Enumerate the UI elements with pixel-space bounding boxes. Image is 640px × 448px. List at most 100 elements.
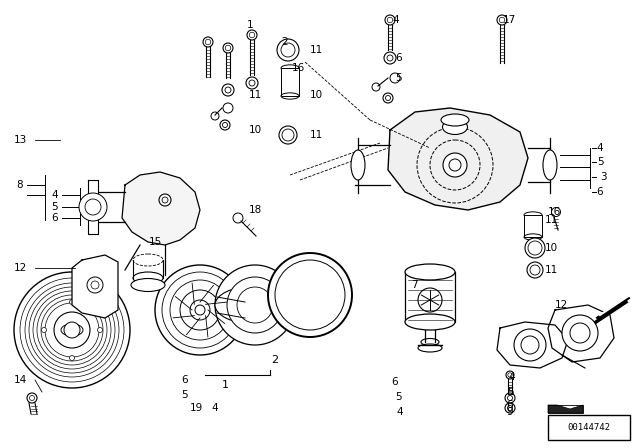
Text: 19: 19: [189, 403, 203, 413]
Circle shape: [247, 30, 257, 40]
Text: 2: 2: [282, 37, 288, 47]
Circle shape: [237, 287, 273, 323]
Circle shape: [205, 39, 211, 45]
Circle shape: [281, 43, 295, 57]
Polygon shape: [548, 405, 583, 413]
Text: 11: 11: [248, 90, 262, 100]
Text: 4: 4: [596, 143, 604, 153]
Circle shape: [222, 84, 234, 96]
Circle shape: [190, 300, 210, 320]
Text: 5: 5: [395, 73, 402, 83]
Ellipse shape: [543, 150, 557, 180]
Circle shape: [505, 393, 515, 403]
Text: 6: 6: [181, 375, 188, 385]
Circle shape: [220, 120, 230, 130]
Bar: [281, 68, 299, 96]
Text: 4: 4: [212, 403, 218, 413]
Circle shape: [505, 403, 515, 413]
Circle shape: [14, 272, 130, 388]
Text: 14: 14: [13, 375, 27, 385]
Text: 5: 5: [181, 390, 188, 400]
Ellipse shape: [421, 339, 439, 345]
Circle shape: [227, 277, 283, 333]
Circle shape: [159, 194, 171, 206]
Text: 13: 13: [13, 135, 27, 145]
Circle shape: [282, 129, 294, 141]
Circle shape: [211, 112, 219, 120]
Text: 6: 6: [395, 53, 402, 63]
Circle shape: [385, 15, 395, 25]
Polygon shape: [497, 322, 568, 368]
Circle shape: [54, 312, 90, 348]
Circle shape: [91, 281, 99, 289]
Text: 11: 11: [310, 45, 323, 55]
Circle shape: [387, 55, 393, 61]
Circle shape: [87, 277, 103, 293]
Circle shape: [443, 153, 467, 177]
Circle shape: [372, 83, 380, 91]
Circle shape: [249, 32, 255, 38]
Circle shape: [390, 73, 400, 83]
Text: 6: 6: [392, 377, 398, 387]
Ellipse shape: [215, 286, 295, 324]
Text: 1: 1: [246, 20, 253, 30]
Text: 3: 3: [600, 172, 607, 182]
Circle shape: [70, 356, 74, 361]
Circle shape: [528, 241, 542, 255]
Text: 11: 11: [310, 130, 323, 140]
Ellipse shape: [441, 114, 469, 126]
Text: 15: 15: [148, 237, 162, 247]
Circle shape: [79, 193, 107, 221]
Circle shape: [499, 17, 505, 23]
Polygon shape: [548, 305, 614, 362]
Text: 5: 5: [507, 387, 513, 397]
Circle shape: [180, 290, 220, 330]
Circle shape: [508, 373, 512, 377]
Circle shape: [268, 253, 352, 337]
Text: 12: 12: [13, 263, 27, 273]
Circle shape: [70, 300, 74, 305]
Bar: [524, 215, 542, 237]
Circle shape: [162, 197, 168, 203]
Polygon shape: [122, 172, 200, 245]
Text: 6: 6: [52, 213, 58, 223]
Circle shape: [195, 305, 205, 315]
Ellipse shape: [405, 264, 455, 280]
Text: 1: 1: [221, 380, 228, 390]
Text: 12: 12: [555, 300, 568, 310]
Circle shape: [384, 52, 396, 64]
Circle shape: [277, 39, 299, 61]
Circle shape: [508, 405, 513, 410]
Circle shape: [223, 103, 233, 113]
Circle shape: [225, 87, 231, 93]
Circle shape: [85, 199, 101, 215]
Circle shape: [275, 260, 345, 330]
Text: 10: 10: [545, 243, 558, 253]
Text: 8: 8: [17, 180, 23, 190]
Ellipse shape: [351, 150, 365, 180]
Circle shape: [508, 396, 513, 401]
Circle shape: [162, 272, 238, 348]
Circle shape: [155, 265, 245, 355]
Circle shape: [29, 396, 35, 401]
Bar: [548, 415, 630, 440]
Circle shape: [497, 15, 507, 25]
Circle shape: [225, 45, 231, 51]
Text: 4: 4: [509, 372, 515, 382]
Text: 6: 6: [507, 400, 513, 410]
Ellipse shape: [61, 324, 83, 336]
Circle shape: [449, 159, 461, 171]
Circle shape: [170, 280, 230, 340]
Circle shape: [552, 207, 561, 216]
Text: 11: 11: [545, 215, 558, 225]
Circle shape: [223, 43, 233, 53]
Ellipse shape: [131, 279, 165, 292]
Text: 11: 11: [545, 265, 558, 275]
Circle shape: [385, 95, 390, 100]
Polygon shape: [388, 108, 528, 210]
Ellipse shape: [418, 344, 442, 352]
Bar: [405, 272, 455, 322]
Text: 16: 16: [548, 207, 561, 217]
Circle shape: [506, 371, 514, 379]
Circle shape: [562, 315, 598, 351]
